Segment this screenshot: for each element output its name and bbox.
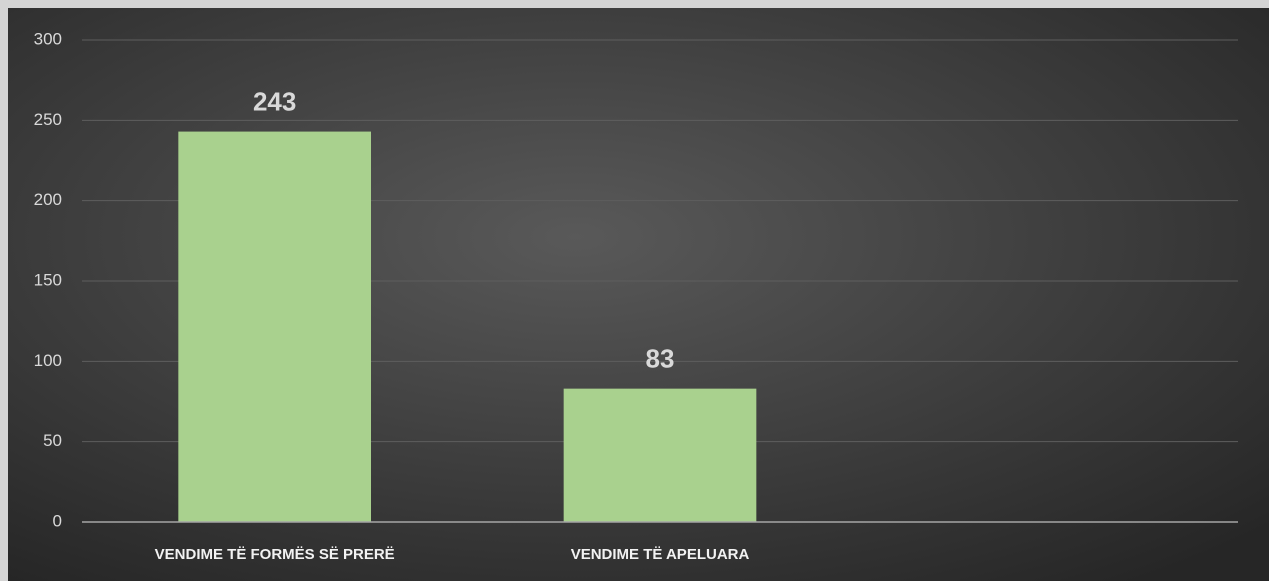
y-tick-label: 50: [43, 431, 62, 450]
bar: [563, 388, 757, 522]
x-tick-label: VENDIME TË APELUARA: [571, 546, 750, 563]
y-tick-label: 0: [53, 511, 62, 530]
x-tick-label: VENDIME TË FORMËS SË PRERË: [155, 546, 395, 563]
y-tick-label: 150: [34, 270, 62, 289]
y-tick-label: 100: [34, 351, 62, 370]
y-tick-label: 300: [34, 29, 62, 48]
y-tick-label: 250: [34, 110, 62, 129]
y-tick-label: 200: [34, 190, 62, 209]
data-label: 83: [646, 344, 675, 374]
data-label: 243: [253, 86, 296, 116]
bar: [178, 131, 371, 522]
